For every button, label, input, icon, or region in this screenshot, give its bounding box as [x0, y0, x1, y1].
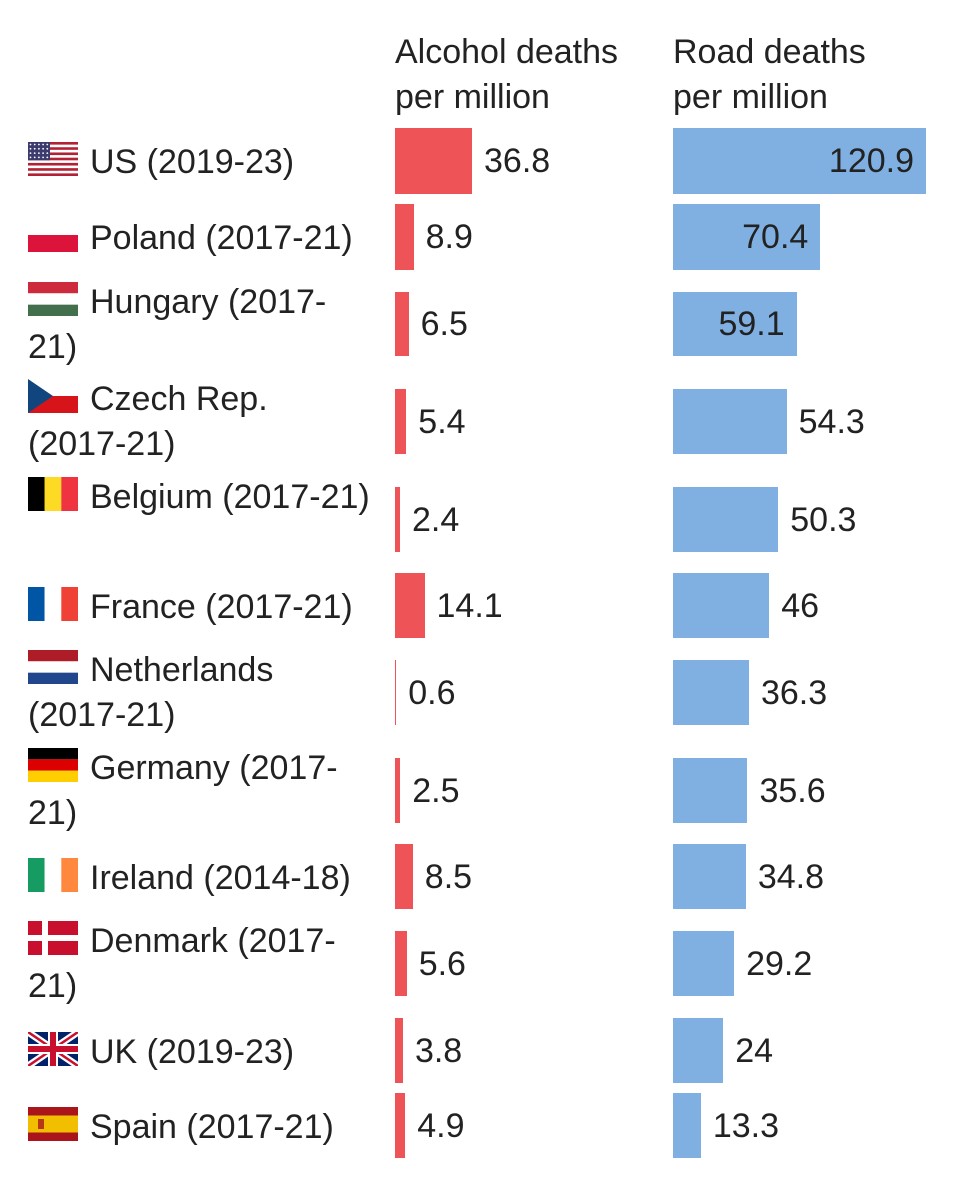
alcohol-bar: [395, 1018, 403, 1083]
germany-flag-icon: [28, 748, 78, 782]
alcohol-value-label: 5.6: [418, 944, 466, 983]
row-label: Czech Rep. (2017-21): [28, 377, 373, 467]
road-value-label: 35.6: [759, 771, 826, 810]
road-bar: [673, 487, 779, 552]
us-flag-icon: [28, 142, 78, 176]
alcohol-value-label: 2.4: [412, 500, 460, 539]
row-label: UK (2019-23): [28, 1030, 373, 1075]
alcohol-value-label: 3.8: [414, 1031, 463, 1070]
road-value-label: 70.4: [742, 218, 809, 256]
alcohol-value-label: 2.5: [412, 771, 460, 810]
alcohol-bar: [395, 931, 407, 996]
country-label: Denmark (2017-21): [28, 922, 336, 1005]
alcohol-value-label: 0.6: [408, 673, 456, 712]
denmark-flag-icon: [28, 921, 78, 955]
country-label: UK (2019-23): [90, 1033, 295, 1071]
road-bar: [673, 660, 749, 725]
country-label: Poland (2017-21): [90, 219, 353, 257]
country-label: Spain (2017-21): [90, 1108, 334, 1146]
country-label: France (2017-21): [90, 588, 353, 626]
belgium-flag-icon: [28, 477, 78, 511]
france-flag-icon: [28, 587, 78, 621]
alcohol-column-header: Alcohol deaths per million: [395, 33, 619, 116]
road-value-label: 29.2: [746, 944, 813, 983]
alcohol-bar: [395, 204, 414, 270]
country-label: Belgium (2017-21): [90, 478, 370, 516]
czech-flag-icon: [28, 379, 78, 413]
alcohol-bar: [395, 758, 401, 823]
alcohol-bar: [395, 128, 472, 194]
road-bar: [673, 758, 748, 823]
alcohol-value-label: 8.9: [425, 218, 473, 256]
alcohol-value-label: 36.8: [484, 142, 551, 180]
alcohol-bar: [395, 660, 397, 725]
road-bar: [673, 128, 926, 194]
road-bar: [673, 292, 797, 356]
road-value-label: 24: [735, 1031, 774, 1070]
road-value-label: 36.3: [760, 673, 828, 712]
alcohol-bar: [395, 1093, 406, 1158]
row-label: US (2019-23): [28, 140, 373, 185]
country-label: Netherlands (2017-21): [28, 651, 274, 734]
alcohol-bar: [395, 292, 409, 356]
alcohol-bar: [395, 389, 407, 454]
road-value-label: 13.3: [712, 1106, 780, 1145]
road-value-label: 120.9: [828, 142, 914, 180]
row-label: Spain (2017-21): [28, 1105, 373, 1150]
row-label: France (2017-21): [28, 585, 373, 630]
alcohol-value-label: 14.1: [436, 586, 503, 625]
ireland-flag-icon: [28, 858, 78, 892]
alcohol-bar: [395, 573, 425, 638]
road-bar: [673, 1018, 724, 1083]
road-bar: [673, 573, 770, 638]
poland-flag-icon: [28, 218, 78, 252]
country-label: US (2019-23): [90, 143, 295, 181]
row-label: Germany (2017-21): [28, 746, 373, 836]
road-value-label: 59.1: [718, 305, 785, 343]
netherlands-flag-icon: [28, 650, 78, 684]
country-label: Ireland (2014-18): [90, 859, 351, 897]
road-bar: [673, 204, 821, 270]
row-label: Ireland (2014-18): [28, 856, 373, 901]
country-label: Czech Rep. (2017-21): [28, 380, 268, 463]
hungary-flag-icon: [28, 282, 78, 316]
row-label: Hungary (2017-21): [28, 280, 373, 370]
road-value-label: 54.3: [798, 402, 865, 441]
road-bar: [673, 389, 787, 454]
spain-flag-icon: [28, 1107, 78, 1141]
alcohol-bar: [395, 487, 401, 552]
alcohol-bar: [395, 844, 413, 909]
road-bar: [673, 931, 735, 996]
country-label: Germany (2017-21): [28, 749, 338, 832]
row-label: Poland (2017-21): [28, 216, 373, 261]
road-value-label: 50.3: [790, 500, 857, 539]
road-bar: [673, 844, 746, 909]
alcohol-value-label: 6.5: [420, 305, 468, 343]
road-value-label: 46: [781, 586, 820, 625]
uk-flag-icon: [28, 1032, 78, 1066]
road-value-label: 34.8: [757, 857, 824, 896]
row-label: Denmark (2017-21): [28, 919, 373, 1009]
alcohol-value-label: 4.9: [417, 1106, 465, 1145]
road-bar: [673, 1093, 701, 1158]
row-label: Belgium (2017-21): [28, 475, 373, 520]
row-label: Netherlands (2017-21): [28, 648, 373, 738]
road-column-header: Road deaths per million: [673, 33, 866, 116]
country-label: Hungary (2017-21): [28, 283, 327, 366]
alcohol-value-label: 8.5: [424, 857, 473, 896]
alcohol-value-label: 5.4: [418, 402, 466, 441]
